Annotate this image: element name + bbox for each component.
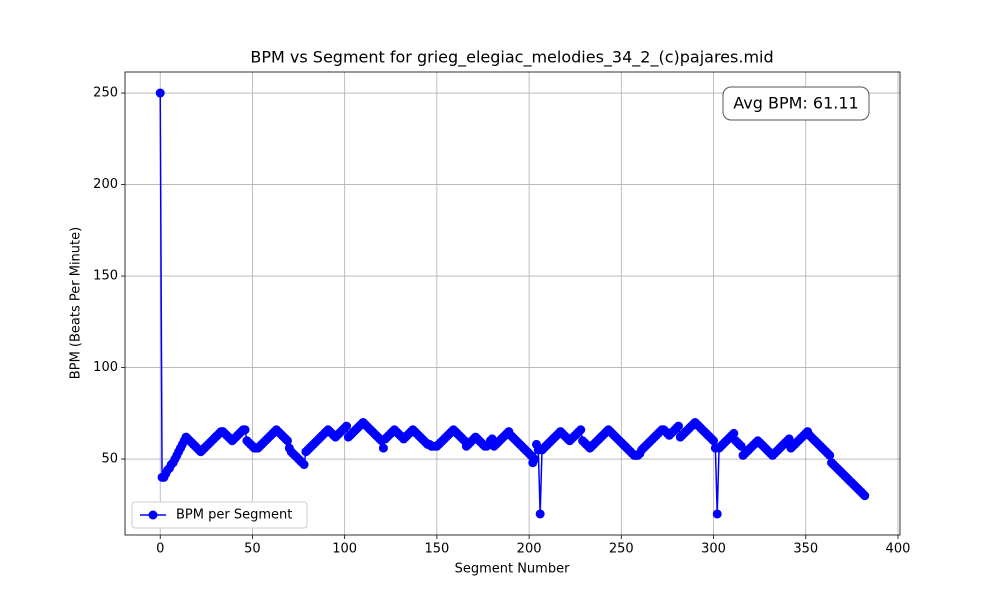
x-tick-label: 400 — [886, 542, 911, 557]
plot-area — [155, 88, 870, 519]
data-point — [576, 425, 586, 435]
y-tick-label: 100 — [93, 360, 118, 375]
data-point — [784, 434, 794, 444]
data-point — [378, 443, 388, 453]
data-point — [860, 491, 870, 501]
y-tick-label: 50 — [101, 452, 118, 467]
data-point — [299, 460, 309, 470]
y-tick-label: 150 — [93, 269, 118, 284]
x-axis-label: Segment Number — [455, 562, 571, 577]
data-point — [535, 509, 545, 519]
x-tick-label: 0 — [156, 542, 164, 557]
x-tick-label: 300 — [701, 542, 726, 557]
chart-title: BPM vs Segment for grieg_elegiac_melodie… — [250, 48, 773, 68]
y-tick-label: 200 — [93, 177, 118, 192]
data-point — [240, 425, 250, 435]
x-tick-label: 100 — [332, 542, 357, 557]
data-point — [282, 436, 292, 446]
annotation: Avg BPM: 61.11 — [733, 94, 858, 113]
data-point — [673, 421, 683, 431]
x-tick-label: 350 — [793, 542, 818, 557]
x-tick-label: 50 — [244, 542, 261, 557]
data-point — [155, 88, 165, 98]
y-axis-label: BPM (Beats Per Minute) — [69, 227, 84, 379]
data-point — [825, 450, 835, 460]
legend-marker — [148, 510, 158, 520]
y-tick-label: 250 — [93, 86, 118, 101]
axes-frame — [124, 71, 901, 536]
data-point — [729, 428, 739, 438]
x-tick-label: 250 — [609, 542, 634, 557]
data-point — [709, 436, 719, 446]
data-point — [342, 421, 352, 431]
annotation-box — [722, 86, 870, 121]
data-point — [530, 454, 540, 464]
legend-label: BPM per Segment — [176, 508, 292, 523]
data-point — [712, 509, 722, 519]
data-point — [736, 441, 746, 451]
x-tick-label: 200 — [517, 542, 542, 557]
legend-box — [131, 501, 308, 529]
x-tick-label: 150 — [424, 542, 449, 557]
